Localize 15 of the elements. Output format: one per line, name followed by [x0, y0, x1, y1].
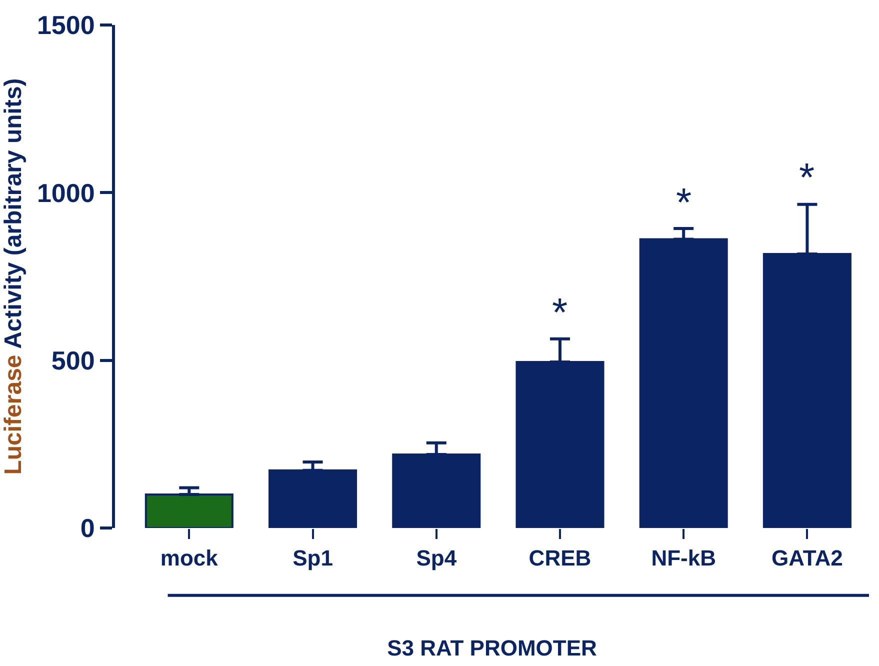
- y-tick-label: 1000: [36, 178, 95, 208]
- x-tick-label: Sp4: [416, 545, 458, 570]
- y-axis-title: Luciferase Activity (arbitrary units): [0, 78, 27, 475]
- x-tick-label: GATA2: [772, 545, 843, 570]
- x-tick-label: Sp1: [292, 545, 333, 570]
- x-tick-label: NF-kB: [651, 545, 716, 570]
- annotation: *: [799, 156, 815, 200]
- y-tick-label: 0: [80, 513, 95, 544]
- annotation: *: [552, 291, 568, 335]
- x-tick-label: mock: [160, 545, 219, 570]
- x-axis-title: S3 RAT PROMOTER: [387, 635, 598, 660]
- y-tick-label: 1500: [36, 10, 95, 40]
- annotation: *: [676, 181, 692, 225]
- x-tick-label: CREB: [528, 545, 592, 570]
- y-tick-label: 500: [51, 345, 95, 376]
